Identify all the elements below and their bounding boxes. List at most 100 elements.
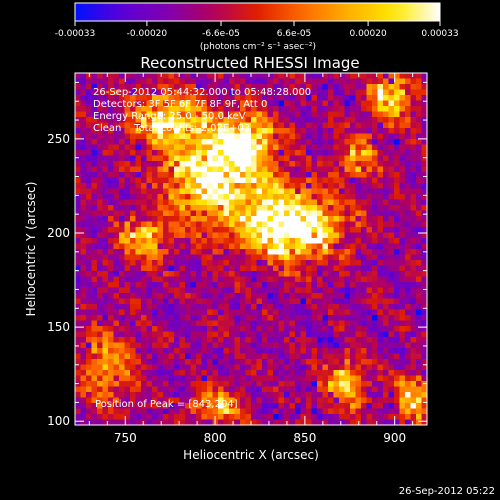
heatmap-cell (229, 260, 236, 267)
heatmap-cell (223, 342, 230, 349)
heatmap-cell (168, 419, 175, 425)
heatmap-cell (394, 139, 401, 146)
heatmap-cell (229, 205, 236, 212)
heatmap-cell (201, 403, 208, 410)
heatmap-cell (157, 243, 164, 250)
heatmap-cell (229, 353, 236, 360)
heatmap-cell (328, 249, 335, 256)
heatmap-cell (421, 238, 427, 245)
heatmap-cell (174, 194, 181, 201)
heatmap-cell (91, 172, 98, 179)
heatmap-cell (267, 348, 274, 355)
heatmap-cell (157, 89, 164, 96)
heatmap-cell (234, 348, 241, 355)
heatmap-cell (113, 381, 120, 388)
heatmap-cell (135, 403, 142, 410)
heatmap-cell (218, 348, 225, 355)
heatmap-cell (119, 188, 126, 195)
heatmap-cell (333, 106, 340, 113)
heatmap-cell (124, 287, 131, 294)
heatmap-cell (256, 100, 263, 107)
heatmap-cell (91, 84, 98, 91)
heatmap-cell (201, 419, 208, 425)
heatmap-cell (383, 122, 390, 129)
heatmap-cell (284, 260, 291, 267)
heatmap-cell (75, 403, 82, 410)
heatmap-cell (91, 188, 98, 195)
heatmap-cell (119, 111, 126, 118)
heatmap-cell (295, 221, 302, 228)
heatmap-cell (190, 309, 197, 316)
heatmap-cell (141, 221, 148, 228)
heatmap-cell (152, 403, 159, 410)
heatmap-cell (405, 265, 412, 272)
heatmap-cell (97, 359, 104, 366)
heatmap-cell (207, 139, 214, 146)
heatmap-cell (322, 177, 329, 184)
heatmap-cell (278, 188, 285, 195)
heatmap-cell (168, 282, 175, 289)
heatmap-cell (245, 293, 252, 300)
heatmap-cell (256, 155, 263, 162)
heatmap-cell (207, 183, 214, 190)
heatmap-cell (135, 89, 142, 96)
heatmap-cell (190, 177, 197, 184)
heatmap-cell (196, 353, 203, 360)
heatmap-cell (190, 320, 197, 327)
heatmap-cell (97, 73, 104, 80)
heatmap-cell (410, 282, 417, 289)
heatmap-cell (190, 183, 197, 190)
heatmap-cell (350, 271, 357, 278)
heatmap-cell (355, 78, 362, 85)
heatmap-cell (130, 232, 137, 239)
heatmap-cell (267, 265, 274, 272)
heatmap-cell (97, 128, 104, 135)
heatmap-cell (119, 227, 126, 234)
heatmap-cell (135, 144, 142, 151)
heatmap-cell (262, 342, 269, 349)
heatmap-cell (75, 276, 82, 283)
heatmap-cell (240, 364, 247, 371)
heatmap-cell (190, 216, 197, 223)
heatmap-cell (196, 205, 203, 212)
heatmap-cell (212, 144, 219, 151)
heatmap-cell (207, 95, 214, 102)
heatmap-cell (333, 183, 340, 190)
heatmap-cell (185, 139, 192, 146)
heatmap-cell (157, 128, 164, 135)
heatmap-cell (212, 282, 219, 289)
heatmap-cell (355, 188, 362, 195)
heatmap-cell (350, 150, 357, 157)
heatmap-cell (388, 199, 395, 206)
heatmap-cell (355, 320, 362, 327)
heatmap-cell (207, 238, 214, 245)
heatmap-cell (300, 177, 307, 184)
heatmap-cell (218, 337, 225, 344)
heatmap-cell (388, 166, 395, 173)
heatmap-cell (91, 238, 98, 245)
heatmap-cell (262, 232, 269, 239)
heatmap-cell (97, 320, 104, 327)
heatmap-cell (185, 364, 192, 371)
heatmap-cell (333, 331, 340, 338)
heatmap-cell (322, 260, 329, 267)
heatmap-cell (163, 260, 170, 267)
heatmap-cell (322, 78, 329, 85)
heatmap-cell (322, 375, 329, 382)
heatmap-cell (317, 353, 324, 360)
heatmap-cell (130, 320, 137, 327)
heatmap-cell (289, 260, 296, 267)
heatmap-cell (91, 337, 98, 344)
heatmap-cell (284, 166, 291, 173)
heatmap-cell (108, 359, 115, 366)
heatmap-cell (262, 414, 269, 421)
heatmap-cell (75, 128, 82, 135)
heatmap-cell (113, 177, 120, 184)
heatmap-cell (421, 276, 427, 283)
heatmap-cell (388, 359, 395, 366)
heatmap-cell (234, 337, 241, 344)
heatmap-cell (416, 271, 423, 278)
heatmap-cell (80, 128, 87, 135)
heatmap-cell (190, 370, 197, 377)
heatmap-cell (80, 122, 87, 129)
